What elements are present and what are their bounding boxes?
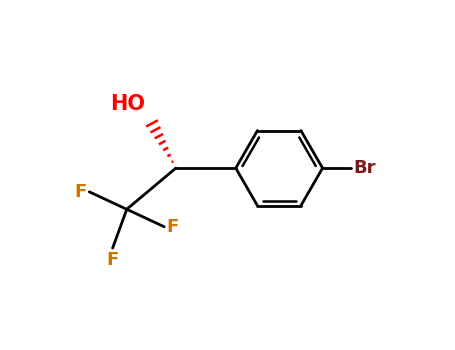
Text: F: F [106, 251, 119, 269]
Text: HO: HO [110, 93, 145, 113]
Text: Br: Br [353, 159, 376, 177]
Text: F: F [166, 218, 178, 236]
Text: F: F [74, 183, 86, 201]
